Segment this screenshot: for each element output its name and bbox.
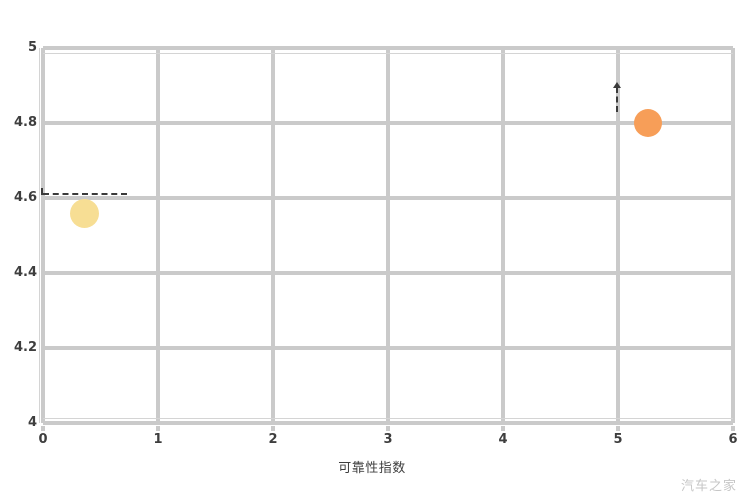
top-spine-inner-line bbox=[43, 53, 733, 54]
x-tick-label: 4 bbox=[498, 432, 508, 447]
horizontal-gridline bbox=[43, 421, 733, 425]
x-axis-tick bbox=[41, 426, 45, 431]
left-dashed-leader bbox=[43, 193, 127, 196]
x-tick-label: 5 bbox=[613, 432, 623, 447]
vertical-gridline bbox=[156, 48, 160, 423]
x-tick-label: 0 bbox=[38, 432, 48, 447]
x-axis-tick bbox=[271, 426, 275, 431]
x-tick-label: 3 bbox=[383, 432, 393, 447]
y-tick-label: 4.2 bbox=[13, 340, 37, 355]
vertical-gridline bbox=[501, 48, 505, 423]
y-tick-label: 4.4 bbox=[13, 265, 37, 280]
horizontal-gridline bbox=[43, 196, 733, 200]
orange-point bbox=[633, 109, 662, 137]
left-dashed-leader-start-cap bbox=[41, 188, 43, 196]
vertical-gridline bbox=[731, 48, 735, 423]
watermark-autohome: 汽车之家 bbox=[680, 479, 737, 494]
horizontal-gridline bbox=[43, 346, 733, 350]
x-axis-tick bbox=[616, 426, 620, 431]
x-tick-label: 1 bbox=[153, 432, 163, 447]
y-tick-label: 4 bbox=[27, 415, 37, 430]
horizontal-gridline bbox=[43, 46, 733, 50]
left-spine-outer-line bbox=[39, 48, 40, 423]
horizontal-gridline bbox=[43, 121, 733, 125]
vertical-gridline bbox=[616, 48, 620, 423]
x-axis-tick bbox=[731, 426, 735, 431]
vertical-gridline bbox=[271, 48, 275, 423]
vertical-gridline bbox=[386, 48, 390, 423]
vertical-gridline bbox=[41, 48, 45, 423]
horizontal-gridline bbox=[43, 271, 733, 275]
y-tick-label: 4.6 bbox=[13, 190, 37, 205]
x-axis-title: 可靠性指数 bbox=[338, 461, 406, 476]
x-axis-tick bbox=[501, 426, 505, 431]
x-tick-label: 2 bbox=[268, 432, 278, 447]
yellow-point bbox=[69, 198, 99, 228]
x-axis-tick bbox=[386, 426, 390, 431]
right-dashed-leader-arrowhead bbox=[612, 82, 621, 89]
right-dashed-leader bbox=[615, 87, 618, 112]
bottom-spine-inner-line bbox=[43, 418, 733, 419]
y-tick-label: 4.8 bbox=[13, 115, 37, 130]
y-tick-label: 5 bbox=[27, 40, 37, 55]
x-axis-tick bbox=[156, 426, 160, 431]
x-tick-label: 6 bbox=[728, 432, 738, 447]
